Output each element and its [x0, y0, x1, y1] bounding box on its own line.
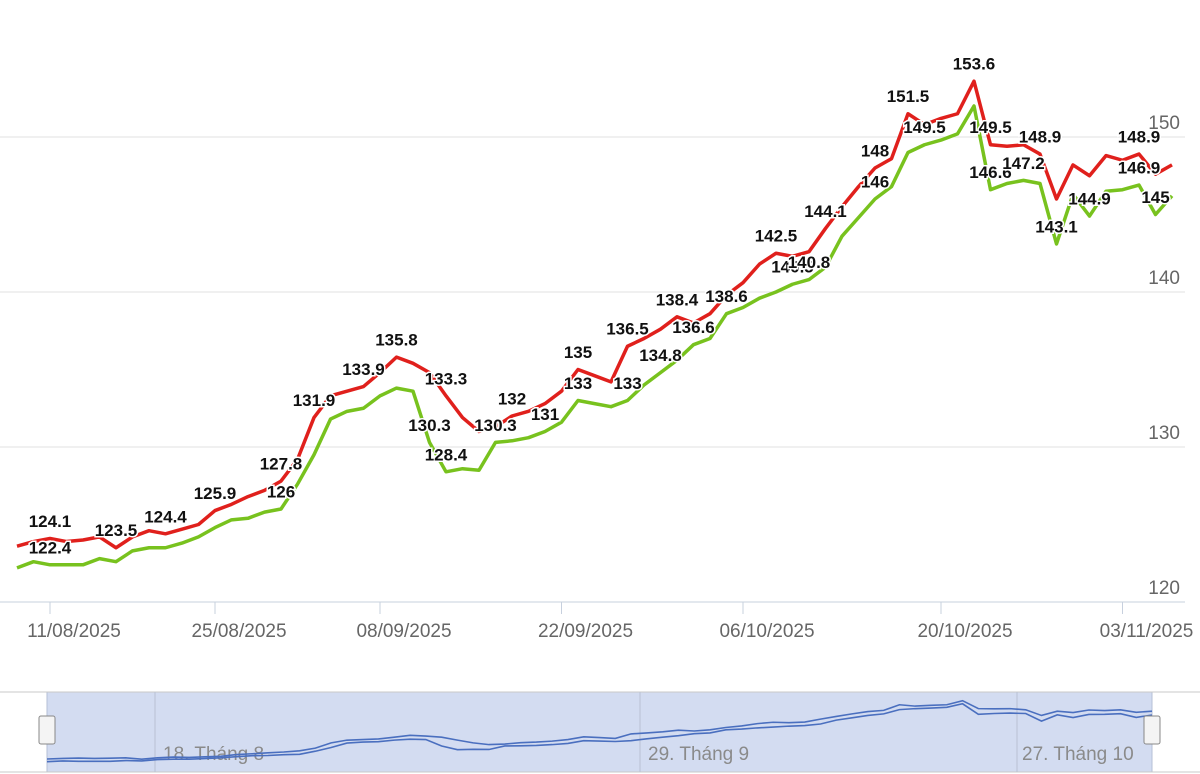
- data-label: 125.9: [194, 484, 237, 503]
- data-label: 124.4: [144, 507, 187, 526]
- x-tick-label: 25/08/2025: [191, 621, 286, 642]
- data-label: 146.6: [969, 163, 1012, 182]
- data-label: 133.9: [342, 360, 385, 379]
- y-tick-label: 150: [1148, 113, 1180, 134]
- data-label: 132: [498, 389, 526, 408]
- navigator-line: [46, 699, 1153, 760]
- data-label: 133: [564, 374, 592, 393]
- data-label: 126: [267, 482, 295, 501]
- data-label: 142.5: [755, 227, 798, 246]
- navigator-label: 29. Tháng 9: [648, 744, 749, 765]
- navigator-range[interactable]: [46, 691, 1153, 773]
- data-label: 144.1: [804, 202, 847, 221]
- data-label: 131: [531, 405, 559, 424]
- series-line: [16, 79, 1173, 550]
- data-label: 128.4: [425, 445, 468, 464]
- data-label: 122.4: [29, 538, 72, 557]
- data-label: 148: [861, 141, 889, 160]
- data-label: 134.8: [639, 346, 682, 365]
- data-label: 149.5: [903, 118, 946, 137]
- data-label: 131.9: [293, 391, 336, 410]
- x-tick-label: 22/09/2025: [538, 621, 633, 642]
- data-label: 133: [613, 374, 641, 393]
- data-label: 145: [1141, 188, 1169, 207]
- data-label: 140.8: [788, 253, 831, 272]
- data-label: 140.5: [771, 258, 814, 277]
- data-label: 146: [861, 172, 889, 191]
- y-tick-label: 130: [1148, 423, 1180, 444]
- data-label: 148.9: [1118, 128, 1161, 147]
- series-line: [16, 104, 1174, 570]
- navigator-label: 27. Tháng 10: [1022, 744, 1134, 765]
- navigator-handle[interactable]: [38, 715, 56, 745]
- data-label: 130.3: [474, 416, 517, 435]
- navigator-line: [46, 702, 1153, 763]
- data-label: 149.5: [969, 118, 1012, 137]
- data-label: 138.6: [705, 287, 748, 306]
- data-label: 148.9: [1019, 128, 1062, 147]
- data-label: 135.8: [375, 331, 418, 350]
- y-tick-label: 120: [1148, 578, 1180, 599]
- data-label: 147.2: [1002, 154, 1045, 173]
- navigator-handle[interactable]: [1143, 715, 1161, 745]
- data-label: 136.5: [606, 320, 649, 339]
- data-label: 151.5: [887, 87, 930, 106]
- data-label: 153.6: [953, 55, 996, 74]
- data-label: 138.4: [656, 290, 699, 309]
- data-label: 146.9: [1118, 159, 1161, 178]
- data-label: 127.8: [260, 455, 303, 474]
- data-label: 144.9: [1068, 190, 1111, 209]
- x-tick-label: 06/10/2025: [719, 621, 814, 642]
- data-label: 133.3: [425, 369, 468, 388]
- data-label: 130.3: [408, 416, 451, 435]
- data-label: 124.1: [29, 512, 72, 531]
- y-tick-label: 140: [1148, 268, 1180, 289]
- data-label: 135: [564, 343, 592, 362]
- x-tick-label: 11/08/2025: [27, 621, 121, 642]
- x-tick-label: 08/09/2025: [356, 621, 451, 642]
- data-label: 136.6: [672, 318, 715, 337]
- data-label: 123.5: [95, 521, 138, 540]
- data-label: 143.1: [1035, 217, 1078, 236]
- x-tick-label: 20/10/2025: [917, 621, 1012, 642]
- x-tick-label: 03/11/2025: [1100, 621, 1194, 642]
